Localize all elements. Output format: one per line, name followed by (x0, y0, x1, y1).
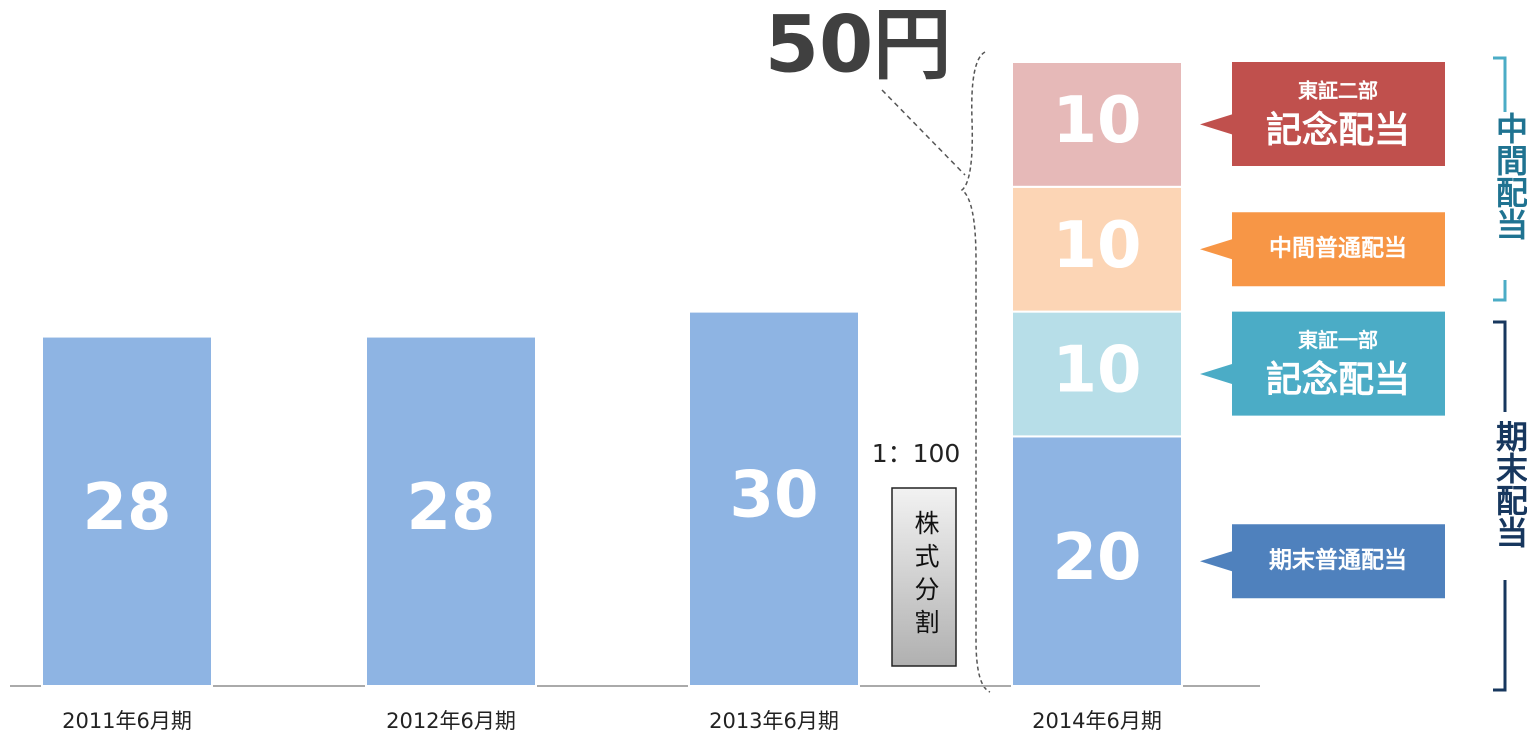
callout (1200, 212, 1445, 287)
brace (960, 51, 991, 693)
value-label: 10 (1052, 84, 1141, 158)
bar-segment (1011, 61, 1183, 188)
callout-label: 記念配当 (1266, 109, 1410, 151)
split-box (891, 487, 957, 667)
value-label: 28 (406, 471, 495, 545)
bar-segment (365, 335, 537, 687)
x-tick-label: 2012年6月期 (386, 709, 516, 733)
leader-line (881, 89, 966, 176)
callout-group: 東証二部 (1298, 79, 1378, 103)
value-label: 20 (1052, 521, 1141, 595)
callout-label: 中間普通配当 (1269, 235, 1407, 262)
split-ratio: 1：100 (872, 439, 961, 468)
value-label: 30 (729, 458, 818, 532)
callout-label: 記念配当 (1266, 359, 1410, 401)
bar-segment (1011, 310, 1183, 438)
callout (1200, 62, 1445, 166)
callout-group: 東証一部 (1298, 328, 1378, 352)
value-label: 10 (1052, 209, 1141, 283)
value-label: 10 (1052, 334, 1141, 408)
callout (1200, 311, 1445, 416)
value-label: 28 (82, 471, 171, 545)
bracket-label: 期末配当 (1491, 420, 1527, 548)
bracket-label: 中間配当 (1491, 112, 1527, 240)
split-label: 株式分割 (911, 510, 940, 642)
bar-segment (688, 310, 860, 687)
bar-segment (1011, 185, 1183, 313)
x-tick-label: 2013年6月期 (709, 709, 839, 733)
bar-segment (41, 335, 213, 687)
x-tick-label: 2011年6月期 (62, 709, 192, 733)
callout-label: 期末普通配当 (1269, 547, 1407, 574)
bracket-year-end (1493, 320, 1507, 692)
bracket-interim (1493, 56, 1507, 302)
x-tick-label: 2014年6月期 (1032, 709, 1162, 733)
callout (1200, 524, 1445, 599)
total-label: 50円 (765, 0, 952, 90)
